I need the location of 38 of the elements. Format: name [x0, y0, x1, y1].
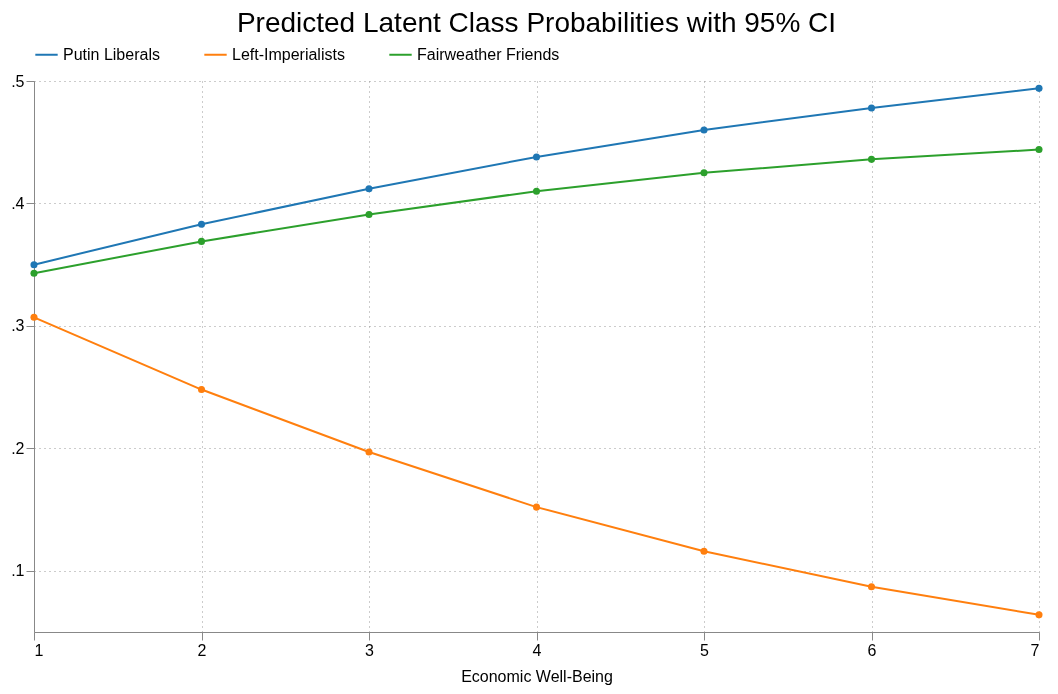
y-tick-label: .3	[11, 317, 25, 335]
point	[1035, 84, 1043, 92]
point	[30, 261, 38, 269]
point	[30, 313, 38, 321]
point	[365, 448, 373, 456]
x-tick-label: 3	[365, 641, 375, 659]
point	[197, 237, 206, 245]
point	[365, 210, 373, 218]
point	[532, 153, 541, 161]
point	[867, 155, 876, 163]
point	[30, 269, 38, 277]
point	[1035, 146, 1043, 154]
x-tick-label: 2	[197, 641, 207, 659]
x-tick-label: 4	[532, 641, 542, 659]
point	[700, 126, 708, 134]
y-tick-label: .5	[11, 72, 25, 90]
point	[197, 220, 206, 228]
legend-label: Putin Liberals	[63, 45, 160, 63]
point	[197, 386, 206, 394]
point	[365, 185, 373, 193]
point	[867, 583, 876, 591]
y-tick-label: .4	[11, 194, 25, 212]
legend-label: Left-Imperialists	[232, 45, 345, 63]
y-tick-label: .1	[11, 562, 25, 580]
point	[532, 187, 541, 195]
x-tick-label: 1	[34, 641, 44, 659]
point	[1035, 611, 1043, 619]
point	[532, 503, 541, 511]
point	[700, 547, 708, 555]
x-axis-title: Economic Well-Being	[461, 667, 613, 685]
point	[867, 104, 876, 112]
y-tick-label: .2	[11, 439, 25, 457]
x-tick-label: 6	[867, 641, 877, 659]
point	[700, 169, 708, 177]
chart-title: Predicted Latent Class Probabilities with 95% CI	[236, 7, 837, 38]
x-tick-label: 7	[1030, 641, 1040, 659]
legend-label: Fairweather Friends	[417, 45, 560, 63]
x-tick-label: 5	[700, 641, 710, 659]
